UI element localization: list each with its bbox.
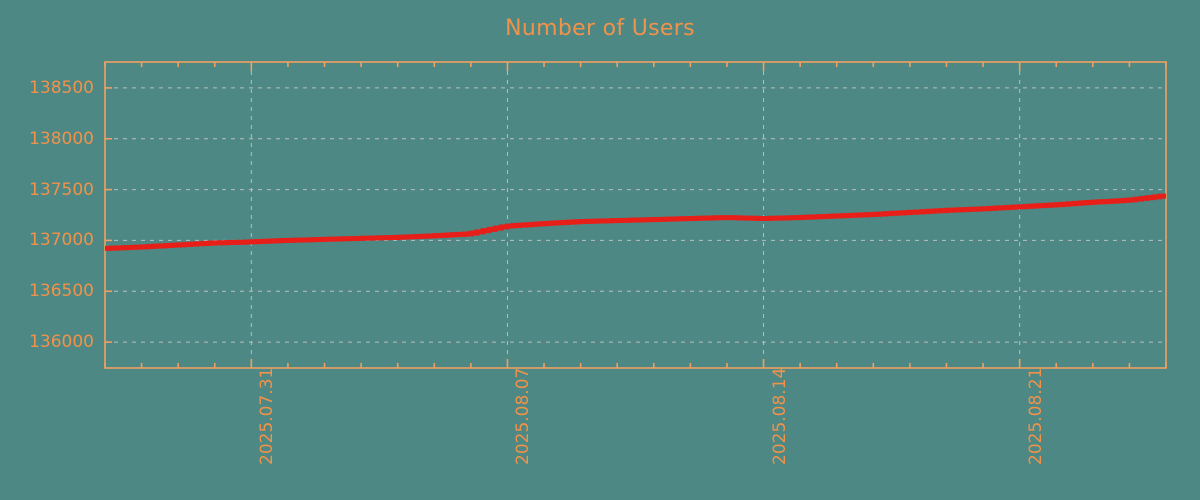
- y-axis-tick-label: 138000: [29, 128, 94, 149]
- x-axis-tick-label: 2025.08.07: [513, 367, 534, 465]
- y-axis-tick-label: 136000: [29, 332, 94, 353]
- chart-title: Number of Users: [505, 16, 695, 41]
- y-axis-tick-labels: 136000 136500 137000 137500 138000 138500: [0, 0, 94, 500]
- data-line-number-of-users: [105, 193, 1166, 251]
- y-axis-tick-label: 137500: [29, 179, 94, 200]
- x-axis-tick-label: 2025.08.21: [1025, 367, 1046, 465]
- x-axis-tick-label: 2025.08.14: [769, 367, 790, 465]
- y-axis-tick-label: 136500: [29, 281, 94, 302]
- plot-frame: [104, 61, 1167, 369]
- y-axis-tick-label: 137000: [29, 230, 94, 251]
- x-axis-tick-label: 2025.07.31: [257, 367, 278, 465]
- y-axis-tick-label: 138500: [29, 77, 94, 98]
